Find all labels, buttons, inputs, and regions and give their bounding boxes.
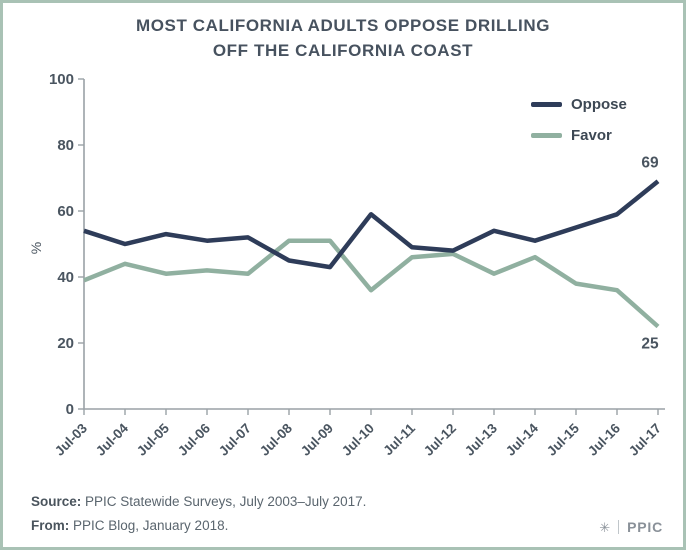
legend-item-oppose: Oppose (531, 93, 627, 115)
y-tick-label: 60 (57, 203, 74, 220)
y-tick-label: 20 (57, 335, 74, 352)
legend-label-oppose: Oppose (571, 95, 627, 113)
oppose-line (83, 179, 660, 270)
x-tick-label: Jul-05 (134, 420, 173, 459)
chart-legend: Oppose Favor (531, 93, 627, 155)
ppic-asterisk-icon: ✳ (599, 519, 611, 535)
source-text: PPIC Statewide Surveys, July 2003–July 2… (81, 494, 367, 509)
x-tick-label: Jul-13 (462, 420, 501, 459)
logo-divider (618, 520, 620, 534)
oppose-end-value-label: 69 (641, 154, 659, 171)
x-tick-label: Jul-03 (52, 420, 91, 459)
x-tick-label: Jul-11 (380, 420, 418, 458)
x-tick-label: Jul-14 (503, 420, 542, 459)
oppose-line-swatch (531, 101, 562, 107)
x-tick-label: Jul-08 (257, 420, 296, 459)
from-label: From: (31, 518, 70, 533)
chart-title-line-2: OFF THE CALIFORNIA COAST (212, 40, 474, 60)
ppic-logo-text: PPIC (627, 519, 663, 535)
y-tick-label: 80 (57, 137, 74, 154)
y-tick-label: 0 (66, 401, 74, 418)
x-tick-label: Jul-06 (175, 420, 214, 459)
x-tick-label: Jul-04 (93, 420, 132, 459)
favor-end-value-label: 25 (641, 336, 659, 353)
legend-label-favor: Favor (571, 126, 612, 144)
legend-item-favor: Favor (531, 124, 627, 146)
from-text: PPIC Blog, January 2018. (69, 518, 229, 533)
x-tick-label: Jul-16 (585, 420, 624, 459)
x-tick-label: Jul-17 (626, 421, 664, 459)
favor-line (83, 238, 660, 329)
x-tick-label: Jul-15 (544, 420, 583, 459)
favor-line-swatch (531, 132, 562, 138)
x-tick-label: Jul-10 (339, 421, 377, 459)
x-tick-label: Jul-09 (298, 421, 336, 459)
ppic-logo: ✳ PPIC (599, 520, 663, 534)
source-line: Source: PPIC Statewide Surveys, July 200… (31, 490, 366, 514)
chart-title-line-1: MOST CALIFORNIA ADULTS OPPOSE DRILLING (135, 16, 551, 35)
from-line: From: PPIC Blog, January 2018. (31, 514, 366, 538)
source-label: Source: (31, 494, 82, 509)
y-tick-label: 40 (57, 269, 74, 286)
y-axis-title: % (28, 242, 44, 254)
chart-footer: Source: PPIC Statewide Surveys, July 200… (31, 490, 366, 538)
chart-title: MOST CALIFORNIA ADULTS OPPOSE DRILLING O… (3, 14, 683, 63)
x-tick-label: Jul-12 (421, 421, 459, 459)
y-tick-label: 100 (49, 71, 74, 88)
x-tick-label: Jul-07 (216, 421, 254, 459)
